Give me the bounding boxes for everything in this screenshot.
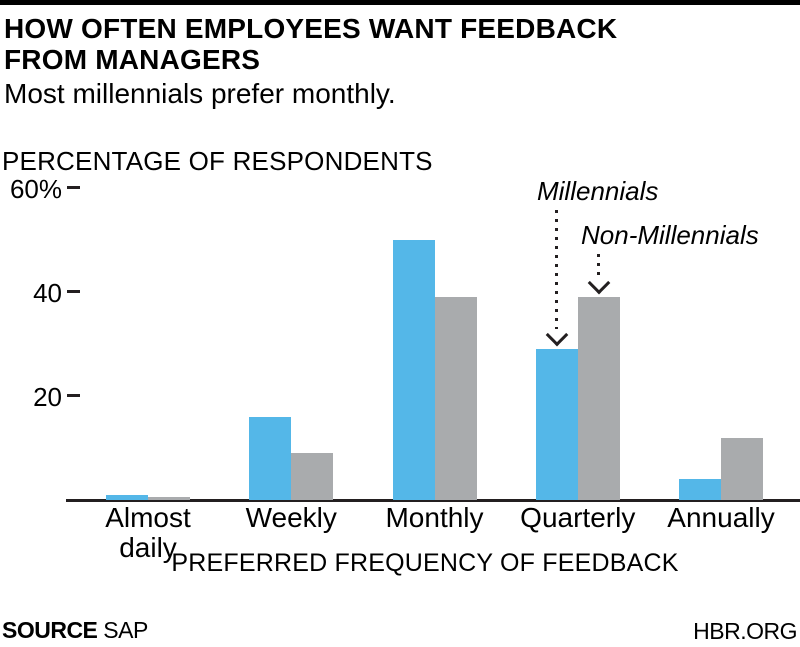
legend-arrow-line-millennials bbox=[555, 210, 559, 330]
chart-title-line1: HOW OFTEN EMPLOYEES WANT FEEDBACK bbox=[4, 13, 618, 44]
legend-arrow-line-non-millennials bbox=[597, 254, 601, 278]
bar-millennials-monthly bbox=[392, 240, 435, 500]
chart-title-line2: FROM MANAGERS bbox=[4, 44, 261, 75]
legend-label-millennials: Millennials bbox=[537, 176, 659, 206]
x-tick-label-quarterly: Quarterly bbox=[520, 502, 636, 533]
bar-non-millennials-weekly bbox=[291, 453, 334, 500]
source-value: SAP bbox=[103, 617, 148, 643]
y-tick-mark-60 bbox=[67, 186, 80, 189]
legend-arrow-head-millennials bbox=[545, 323, 569, 347]
y-tick-mark-40 bbox=[67, 290, 80, 293]
x-tick-label-weekly: Weekly bbox=[245, 502, 337, 533]
x-tick-label-annually: Annually bbox=[667, 502, 775, 533]
x-axis-title: PREFERRED FREQUENCY OF FEEDBACK bbox=[171, 549, 679, 577]
chart-subtitle: Most millennials prefer monthly. bbox=[4, 78, 396, 109]
legend-arrow-head-non-millennials bbox=[587, 271, 611, 295]
y-axis-title: PERCENTAGE OF RESPONDENTS bbox=[2, 146, 433, 176]
x-tick-label-monthly: Monthly bbox=[385, 502, 484, 533]
site-credit: HBR.ORG bbox=[693, 618, 797, 644]
bar-millennials-weekly bbox=[249, 416, 292, 500]
y-tick-label-40: 40 bbox=[33, 278, 62, 308]
source-label: SOURCE bbox=[2, 617, 98, 643]
y-tick-label-60: 60% bbox=[9, 174, 62, 204]
legend-label-non-millennials: Non-Millennials bbox=[581, 220, 759, 250]
bar-millennials-almost-daily bbox=[106, 494, 148, 500]
bar-non-millennials-monthly bbox=[434, 297, 477, 500]
y-tick-label-20: 20 bbox=[33, 382, 62, 412]
x-axis-line bbox=[66, 499, 800, 502]
bar-non-millennials-almost-daily bbox=[148, 497, 190, 500]
x-tick-label-almost-daily: Almost daily bbox=[105, 502, 191, 563]
source-credit: SOURCE SAP bbox=[2, 617, 148, 644]
bar-millennials-annually bbox=[679, 479, 721, 500]
bar-millennials-quarterly bbox=[535, 349, 578, 500]
top-rule bbox=[0, 0, 800, 5]
bar-non-millennials-annually bbox=[721, 437, 763, 500]
chart-title: HOW OFTEN EMPLOYEES WANT FEEDBACK FROM M… bbox=[4, 13, 764, 75]
bar-non-millennials-quarterly bbox=[577, 297, 620, 500]
y-tick-mark-20 bbox=[67, 394, 80, 397]
